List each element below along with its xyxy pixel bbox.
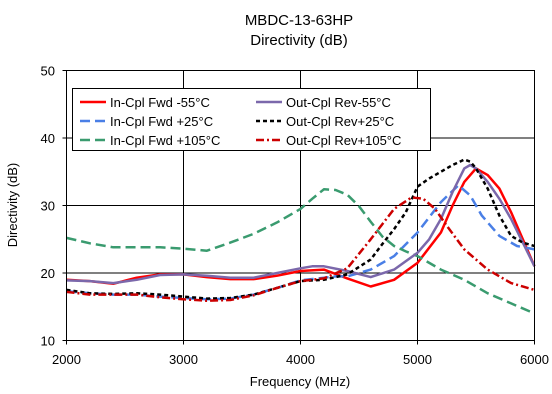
y-tick-label: 40	[41, 131, 55, 146]
series-line-2	[66, 184, 535, 301]
chart-title: MBDC-13-63HP	[245, 12, 353, 29]
x-tick-label: 4000	[286, 352, 315, 367]
legend-label: In-Cpl Fwd +25°C	[110, 114, 213, 129]
series-line-3	[66, 188, 535, 315]
y-tick-label: 50	[41, 64, 55, 79]
chart-subtitle: Directivity (dB)	[250, 32, 348, 49]
legend-label: Out-Cpl Rev-55°C	[286, 95, 391, 110]
legend-label: In-Cpl Fwd -55°C	[110, 95, 210, 110]
x-tick-label: 5000	[403, 352, 432, 367]
tick-labels: 2000 3000 4000 5000 6000 10 20 30 40 50	[41, 64, 549, 368]
series-line-4	[66, 163, 536, 285]
legend: In-Cpl Fwd -55°C In-Cpl Fwd +25°C In-Cpl F…	[72, 88, 431, 151]
y-tick-label: 30	[41, 199, 55, 214]
series-line-5	[66, 158, 535, 300]
series-line-6	[66, 196, 535, 302]
legend-box	[72, 88, 431, 151]
legend-label: Out-Cpl Rev+105°C	[286, 133, 401, 148]
x-tick-label: 3000	[169, 352, 198, 367]
legend-label: Out-Cpl Rev+25°C	[286, 114, 394, 129]
y-tick-label: 20	[41, 266, 55, 281]
series-group	[66, 158, 536, 315]
x-axis-label: Frequency (MHz)	[250, 374, 350, 389]
y-tick-label: 10	[41, 334, 55, 349]
x-tick-label: 6000	[520, 352, 549, 367]
legend-label: In-Cpl Fwd +105°C	[110, 133, 220, 148]
x-tick-label: 2000	[52, 352, 81, 367]
y-axis-label: Directivity (dB)	[5, 163, 20, 248]
